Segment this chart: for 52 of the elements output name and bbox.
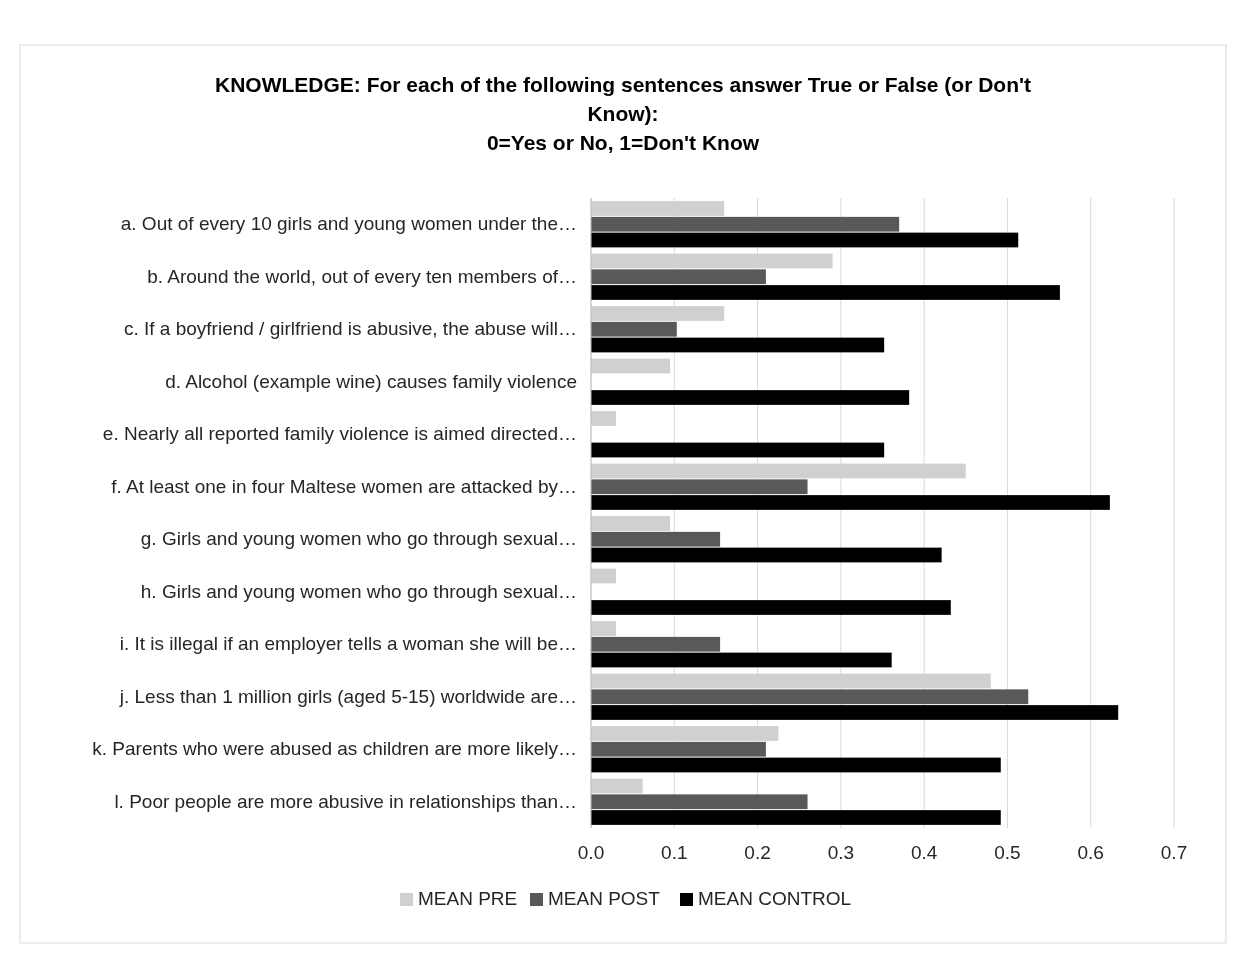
y-tick-label: l. Poor people are more abusive in relationships than… — [114, 790, 577, 812]
y-tick-label: j. Less than 1 million girls (aged 5-15) worldwide are… — [118, 685, 577, 707]
legend-label: MEAN CONTROL — [698, 888, 852, 909]
x-tick-label: 0.2 — [744, 842, 771, 863]
bar — [591, 689, 1029, 705]
x-tick-label: 0.1 — [661, 842, 688, 863]
bar — [591, 358, 671, 374]
x-tick-label: 0.0 — [577, 842, 605, 863]
bar — [591, 652, 892, 668]
y-tick-label: i. It is illegal if an employer tells a woman she will be… — [119, 633, 577, 655]
y-tick-label: k. Parents who were abused as children are more likely… — [92, 738, 577, 760]
bar — [591, 778, 643, 794]
bar — [591, 479, 808, 495]
legend-label: MEAN POST — [548, 888, 661, 909]
bar — [591, 495, 1110, 510]
y-tick-label: f. At least one in four Maltese women are attacked by… — [111, 475, 577, 497]
bar — [591, 216, 900, 232]
bar — [591, 269, 766, 285]
bar — [591, 390, 910, 405]
bar — [591, 568, 616, 584]
y-tick-label: d. Alcohol (example wine) causes family violence — [165, 370, 577, 392]
y-tick-label: c. If a boyfriend / girlfriend is abusive, the abuse will… — [123, 318, 577, 340]
x-tick-label: 0.6 — [1077, 842, 1104, 863]
bar — [591, 337, 885, 353]
bar — [591, 516, 671, 531]
y-tick-label: e. Nearly all reported family violence is aimed directed… — [102, 423, 577, 445]
bar — [591, 321, 677, 337]
bar — [591, 757, 1001, 773]
bar — [591, 411, 616, 426]
bar — [591, 285, 1060, 300]
y-tick-label: b. Around the world, out of every ten members of… — [147, 265, 577, 287]
bar — [591, 531, 721, 547]
chart-title: KNOWLEDGE: For each of the following sentences answer True or False (or Don't Know): — [215, 73, 1031, 125]
y-tick-label: g. Girls and young women who go through sexual… — [140, 528, 577, 550]
y-tick-label: h. Girls and young women who go through sexual… — [140, 580, 577, 602]
bar — [591, 442, 885, 458]
bar — [591, 741, 766, 757]
bar — [591, 621, 616, 636]
chart-subtitle: 0=Yes or No, 1=Don't Know — [486, 131, 760, 154]
x-tick-label: 0.5 — [994, 842, 1021, 863]
bar — [591, 705, 1119, 720]
bar — [591, 636, 721, 652]
bar — [591, 794, 808, 810]
bar — [591, 232, 1019, 248]
x-tick-label: 0.3 — [827, 842, 855, 863]
x-tick-label: 0.4 — [910, 842, 938, 863]
y-tick-label: a. Out of every 10 girls and young women under the… — [120, 213, 577, 235]
x-tick-label: 0.7 — [1160, 842, 1188, 863]
bar — [591, 547, 942, 563]
bar — [591, 600, 951, 615]
bar — [591, 810, 1001, 825]
legend-label: MEAN PRE — [418, 888, 518, 909]
